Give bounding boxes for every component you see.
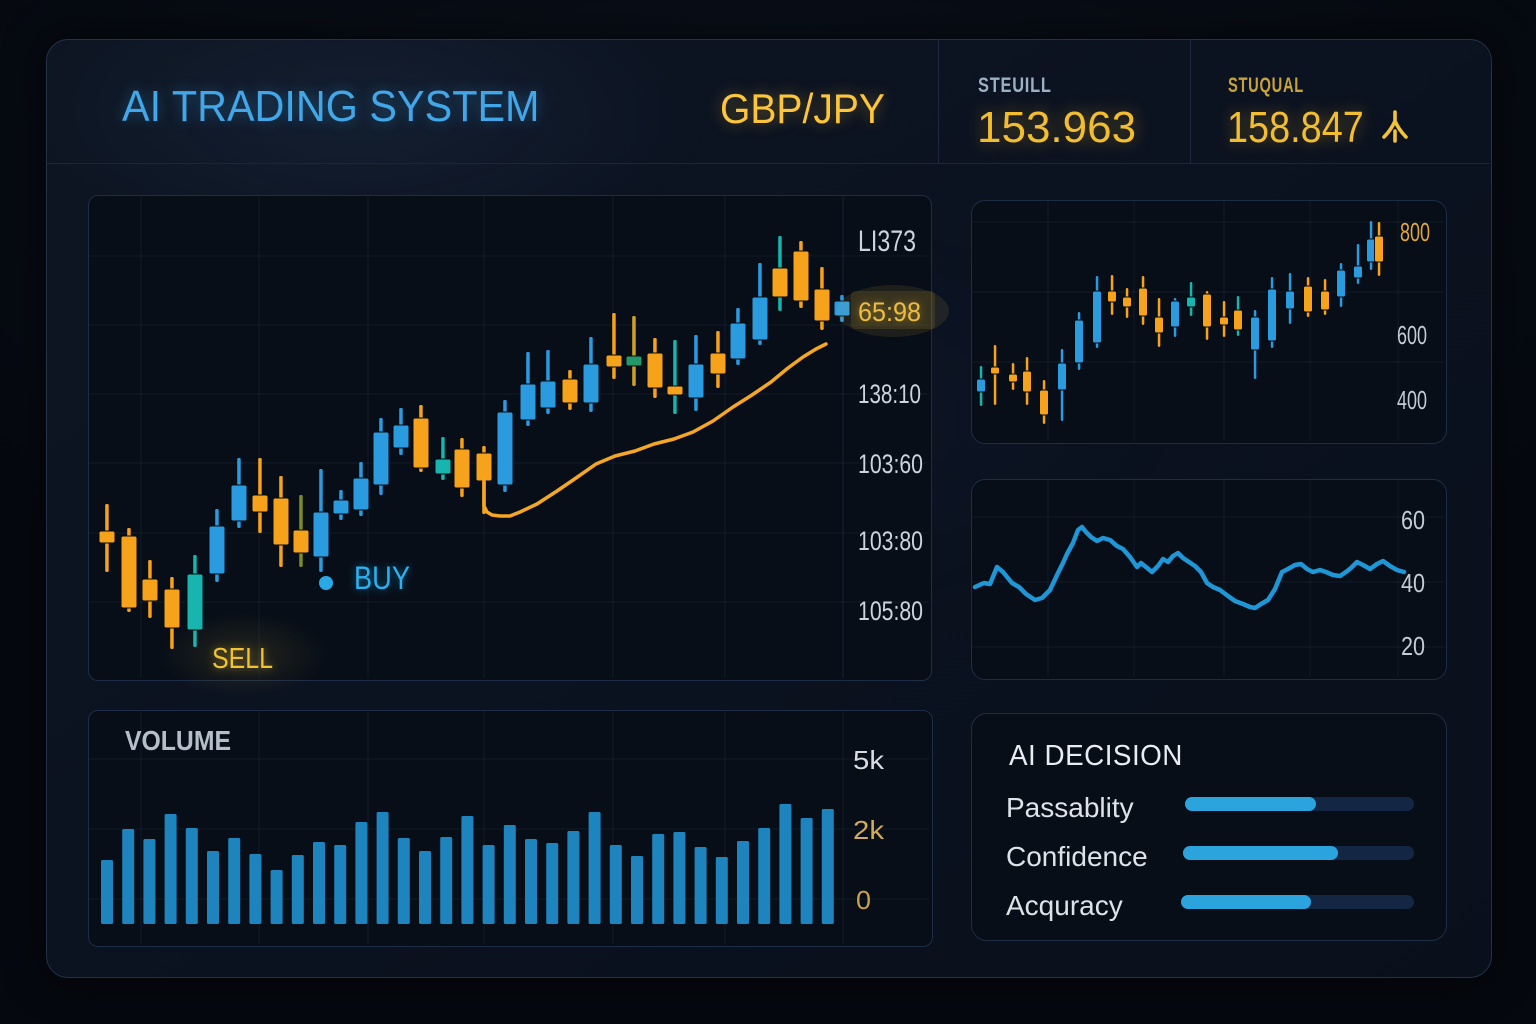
svg-text:60: 60 [1401,505,1425,535]
svg-text:600: 600 [1397,320,1427,350]
svg-text:105:80: 105:80 [858,596,923,626]
svg-text:103:60: 103:60 [858,449,923,479]
svg-text:VOLUME: VOLUME [125,725,231,756]
svg-text:BUY: BUY [354,560,410,596]
svg-text:40: 40 [1401,568,1425,598]
svg-text:20: 20 [1401,631,1425,661]
svg-text:65:98: 65:98 [858,297,921,327]
svg-text:2k: 2k [853,815,885,845]
svg-text:0: 0 [856,885,871,915]
svg-text:800: 800 [1400,217,1430,247]
svg-text:5k: 5k [853,745,885,775]
svg-text:SELL: SELL [212,643,273,675]
svg-text:LI373: LI373 [858,225,916,258]
svg-text:103:80: 103:80 [858,526,923,556]
svg-text:138:10: 138:10 [858,379,921,409]
svg-text:400: 400 [1397,385,1427,415]
